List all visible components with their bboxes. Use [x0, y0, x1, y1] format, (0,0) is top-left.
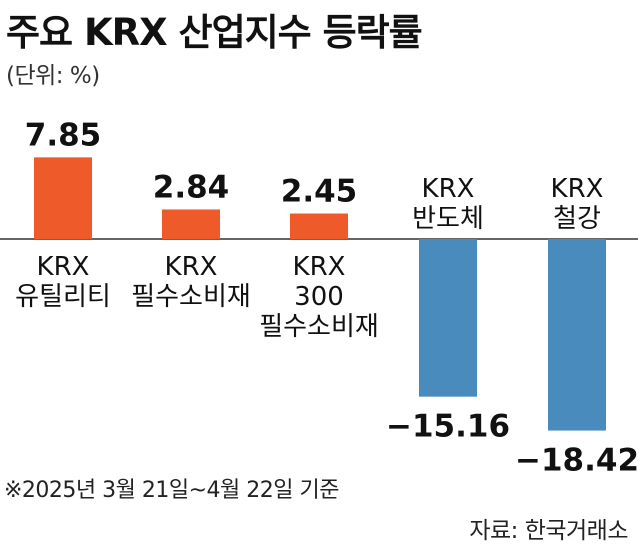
source-credit: 자료: 한국거래소: [469, 518, 628, 544]
bar-4: [548, 239, 606, 431]
category-label-2-2: 필수소비재: [259, 312, 379, 342]
bar-2: [290, 213, 348, 239]
chart-title: 주요 KRX 산업지수 등락률: [6, 11, 423, 54]
category-label-2-1: 300: [294, 282, 344, 312]
category-label-1-0: KRX: [165, 252, 218, 282]
category-label-4-0: KRX: [551, 174, 604, 204]
category-label-0-1: 유틸리티: [15, 282, 111, 312]
category-label-1-1: 필수소비재: [131, 282, 251, 312]
value-label-4: −18.42: [515, 443, 638, 479]
value-label-2: 2.45: [281, 174, 358, 210]
category-label-2-0: KRX: [293, 252, 346, 282]
category-label-3-0: KRX: [422, 174, 475, 204]
unit-label: (단위: %): [6, 63, 100, 89]
value-label-3: −15.16: [386, 409, 510, 445]
bar-0: [34, 157, 92, 239]
category-label-3-1: 반도체: [412, 204, 484, 234]
category-label-4-1: 철강: [553, 204, 601, 234]
bar-3: [419, 239, 477, 397]
category-label-0-0: KRX: [37, 252, 90, 282]
value-label-1: 2.84: [153, 169, 230, 205]
value-label-0: 7.85: [25, 117, 102, 153]
date-range-footnote: ※2025년 3월 21일~4월 22일 기준: [4, 478, 340, 503]
bar-1: [162, 209, 220, 239]
